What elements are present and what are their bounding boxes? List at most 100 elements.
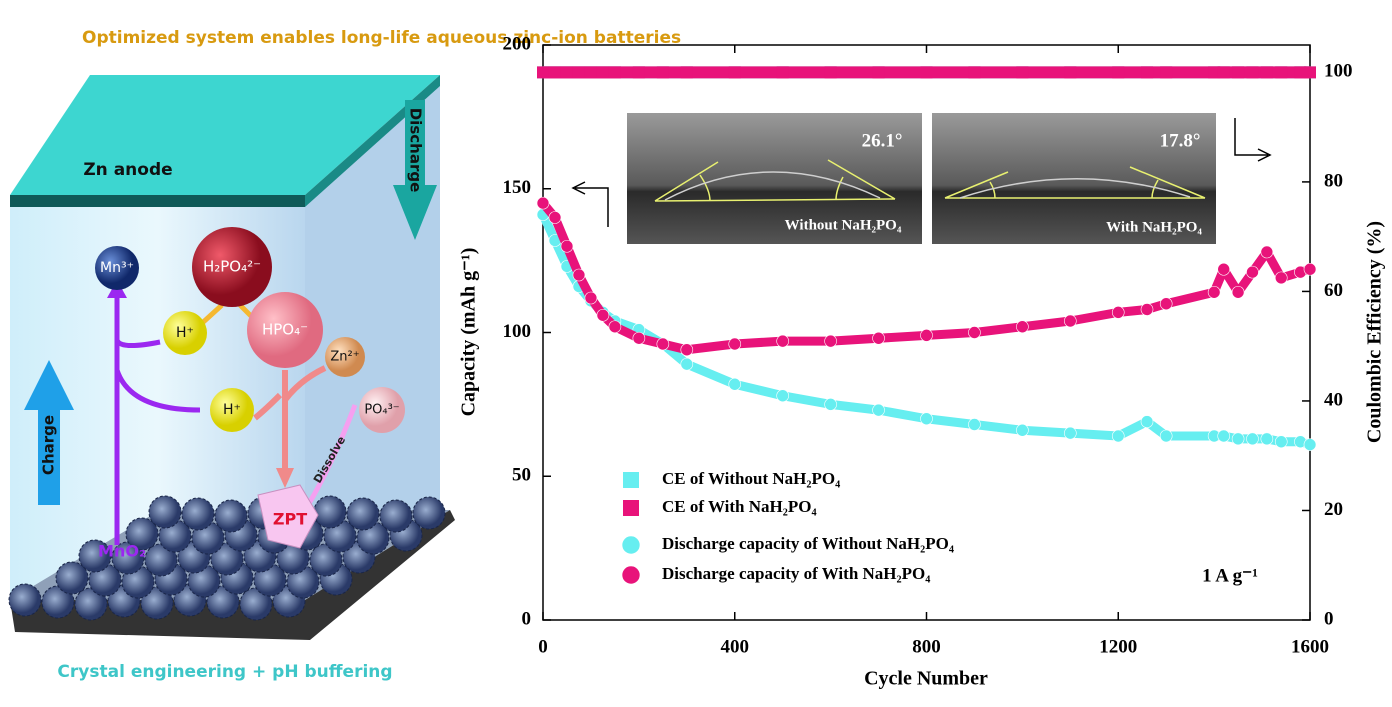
particle [206, 585, 240, 619]
square-marker [1275, 66, 1288, 79]
y-tick-label: 150 [503, 177, 532, 198]
species-label: PO₄³⁻ [364, 403, 399, 418]
circle-marker [560, 239, 574, 253]
droplet [664, 171, 881, 201]
x-tick-label: 1600 [1291, 636, 1329, 657]
square-marker [1016, 66, 1029, 79]
square-marker [872, 66, 885, 79]
particle [276, 541, 310, 575]
x-tick-label: 0 [538, 636, 548, 657]
square-marker [572, 66, 585, 79]
left-axis-arrow [571, 181, 609, 227]
particle [78, 539, 112, 573]
discharge-label: Discharge [407, 108, 425, 193]
square-marker [1112, 66, 1125, 79]
zpt-label: ZPT [273, 510, 307, 529]
right-axis-arrow [1234, 118, 1272, 162]
particle [41, 585, 75, 619]
species-label: Mn³⁺ [100, 260, 134, 276]
circle-marker [1303, 262, 1317, 276]
circle-marker [872, 331, 885, 345]
particle [239, 587, 273, 621]
circle-marker [1246, 265, 1259, 279]
particle [309, 543, 343, 577]
title-text: Optimized system enables long-life aqueo… [82, 28, 681, 48]
particle [74, 587, 108, 621]
square-marker [1294, 66, 1307, 79]
y-tick-label: 100 [503, 321, 532, 342]
y-axis-title: Capacity (mAh g⁻¹) [458, 248, 480, 417]
inset: 26.1° Without NaH₂PO₄ [627, 113, 922, 244]
schematic-title: Optimized system enables long-life aqueo… [82, 28, 681, 48]
square-marker [548, 66, 561, 79]
particle [181, 497, 215, 531]
circle-marker [824, 398, 837, 411]
y-tick-label: 200 [503, 33, 532, 54]
circle-marker [680, 343, 694, 357]
circle-marker [548, 211, 562, 224]
zn-anode-top [10, 75, 440, 195]
legend-label: CE of With NaH₂PO₄ [662, 497, 817, 516]
circle-marker [1159, 429, 1173, 443]
circle-marker [920, 412, 933, 426]
circle-marker [1274, 271, 1288, 285]
square-marker [920, 66, 933, 79]
sphere [247, 292, 323, 368]
particle [313, 495, 347, 529]
y2-tick-label: 20 [1324, 499, 1343, 520]
inset: 17.8° With NaH₂PO₄ [932, 113, 1216, 244]
square-marker [608, 66, 621, 79]
square-marker [1232, 66, 1245, 79]
sphere [325, 337, 365, 377]
square-marker [656, 66, 669, 79]
y-tick-label: 0 [522, 608, 532, 629]
square-marker [824, 66, 837, 79]
discharge-arrow [393, 100, 437, 240]
circle-marker [824, 334, 837, 348]
square-marker [776, 66, 789, 79]
circle-marker [536, 196, 550, 210]
sphere [95, 246, 139, 290]
y2-tick-label: 40 [1324, 389, 1343, 410]
zpt-crystal [257, 484, 319, 549]
circle-marker [1016, 320, 1029, 334]
circle-marker [728, 377, 742, 391]
circle-marker [656, 337, 670, 351]
circle-marker [632, 331, 646, 345]
square-marker [632, 66, 645, 79]
circle-marker [1231, 432, 1245, 446]
particle [55, 561, 89, 595]
circle-marker [1111, 429, 1125, 443]
schematic: Optimized system enables long-life aqueo… [8, 28, 681, 682]
circle-marker [572, 268, 586, 282]
droplet [959, 178, 1191, 199]
particle [379, 499, 413, 533]
pink-paths [253, 365, 327, 470]
circle-marker [1260, 432, 1274, 446]
anode-label: Zn anode [83, 160, 172, 180]
legend-marker [621, 565, 641, 585]
legend-label: CE of Without NaH₂PO₄ [662, 469, 840, 488]
particle [140, 586, 174, 620]
y-tick-label: 50 [512, 465, 531, 486]
inset-angle: 17.8° [1160, 130, 1201, 151]
inset-photo [627, 113, 922, 244]
y2-tick-label: 60 [1324, 280, 1343, 301]
square-marker [537, 66, 549, 79]
circle-marker [776, 389, 789, 403]
y2-tick-label: 80 [1324, 170, 1343, 191]
angle-lines [654, 159, 896, 202]
x-tick-label: 800 [912, 636, 941, 657]
species-label: Zn²⁺ [330, 350, 359, 365]
sphere [359, 387, 405, 433]
circle-marker [1303, 438, 1317, 451]
circle-marker [1207, 285, 1221, 299]
sphere [192, 227, 272, 307]
schematic-footer: Crystal engineering + pH buffering [57, 662, 392, 682]
sphere [210, 388, 254, 432]
circle-marker [872, 403, 885, 417]
circle-marker [1016, 423, 1029, 437]
particle [8, 583, 42, 617]
square-marker [560, 66, 573, 79]
